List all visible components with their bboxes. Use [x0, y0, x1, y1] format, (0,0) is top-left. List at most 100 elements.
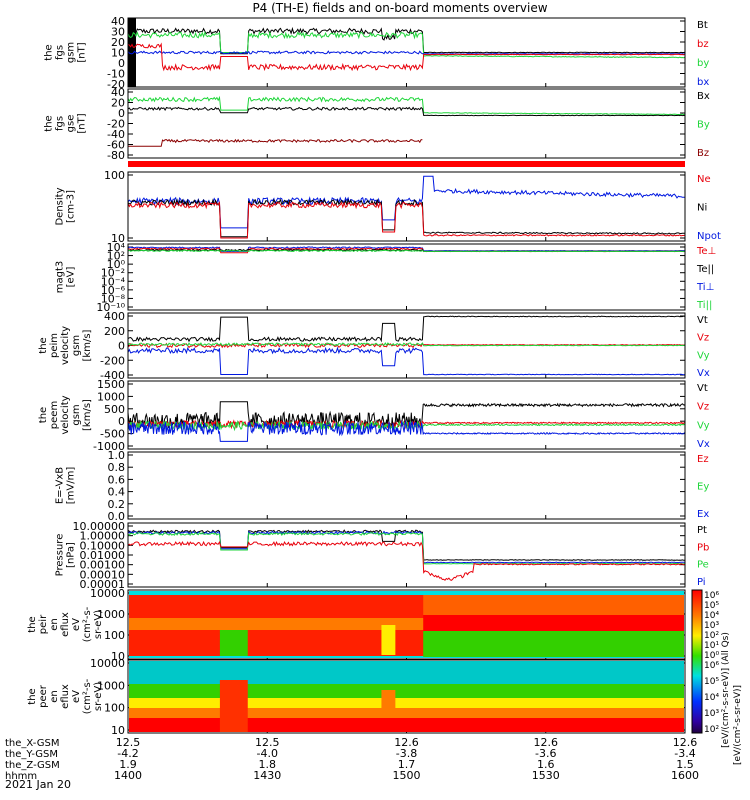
y-axis-label: [km/s]: [82, 399, 93, 431]
y-axis-label: gsm: [71, 404, 82, 425]
legend-Vy: Vy: [697, 350, 710, 361]
y-axis-label: (cm²-s-: [82, 606, 93, 642]
y-tick-label: -500: [100, 428, 125, 441]
colorbar-tick: 10⁰: [704, 651, 719, 661]
legend-Bt: Bt: [697, 20, 708, 31]
colorbar-tick: 10⁶: [704, 591, 719, 601]
y-tick-label: 0.8: [108, 461, 126, 474]
y-tick-label: 10²: [107, 250, 125, 263]
y-axis-label: fgs: [55, 116, 66, 131]
legend-By: By: [697, 120, 710, 131]
y-axis-label: E=-VxB: [55, 467, 66, 504]
y-axis-label: [eV]: [66, 267, 77, 288]
y-tick-label: 0: [118, 340, 125, 353]
y-axis-label: sr-eV): [93, 682, 104, 711]
legend-Vz: Vz: [697, 402, 709, 413]
y-axis-label: eV: [71, 618, 82, 631]
x-tick-label: -3.4: [674, 747, 695, 760]
y-tick-label: 0.10000: [80, 539, 126, 552]
y-tick-label: 1000: [97, 390, 125, 403]
y-axis-label: [km/s]: [82, 329, 93, 361]
colorbar-tick: 10⁵: [704, 677, 719, 687]
y-tick-label: 10: [111, 47, 125, 60]
y-tick-label: -1000: [93, 440, 125, 453]
colorbar-tick: 10²: [704, 725, 719, 735]
legend-Ti⊥: Ti⊥: [696, 282, 714, 293]
x-tick-label: 1.7: [398, 758, 416, 771]
legend-Ti||: Ti||: [696, 300, 712, 311]
x-tick-label: 1.9: [119, 758, 137, 771]
y-axis-label: the: [38, 337, 49, 353]
y-tick-label: 0.00001: [80, 578, 126, 591]
y-tick-label: 500: [104, 403, 125, 416]
y-tick-label: -10: [107, 68, 125, 81]
colorbar-tick: 10⁵: [704, 601, 719, 611]
colorbar-tick: 10⁴: [704, 611, 719, 621]
y-tick-label: 20: [111, 97, 125, 110]
y-tick-label: 100: [104, 629, 125, 642]
colorbar-tick: 10¹: [704, 641, 719, 651]
y-axis-label: gsm: [71, 335, 82, 356]
y-axis-label: Density: [55, 187, 66, 225]
x-tick-label: 1.8: [259, 758, 277, 771]
x-tick-label: -3.6: [535, 747, 556, 760]
y-tick-label: 10⁻⁸: [101, 292, 126, 305]
colorbar-tick: 10²: [704, 631, 719, 641]
y-axis-label: [cm-3]: [66, 190, 77, 223]
legend-Ey: Ey: [697, 482, 709, 493]
x-tick-label: 12.6: [394, 736, 419, 749]
legend-Vt: Vt: [697, 315, 708, 326]
y-axis-label: peir: [38, 614, 49, 634]
y-tick-label: 100: [104, 702, 125, 715]
y-tick-label: 1.0: [108, 449, 126, 462]
x-tick-label: 1600: [671, 769, 699, 782]
y-tick-label: 10: [111, 232, 125, 245]
chart-title: P4 (TH-E) fields and on-board moments ov…: [252, 1, 547, 15]
y-tick-label: 0: [118, 415, 125, 428]
y-axis-label: the: [38, 407, 49, 423]
colorbar-tick: 10³: [704, 621, 719, 631]
x-tick-label: 12.5: [255, 736, 280, 749]
x-tick-label: 12.5: [116, 736, 141, 749]
legend-bz: bz: [697, 39, 709, 50]
panel-efield: 1.00.80.60.40.20.0 E=-VxB [mV/m] Ez Ey Ex: [55, 449, 710, 523]
y-axis-label: gsm: [66, 42, 77, 63]
y-axis-label: sr-eV): [93, 610, 104, 639]
y-tick-label: 20: [111, 36, 125, 49]
x-tick-label: 1530: [532, 769, 560, 782]
y-tick-label: 0: [118, 107, 125, 120]
ephemeris-label: the_Z-GSM: [5, 760, 60, 771]
x-tick-label: -3.8: [396, 747, 417, 760]
y-tick-label: 1.00000: [80, 530, 126, 543]
panel-ion-velocity: 400 200 0-200 -400 the peim velocity gsm [km/s] V…: [38, 310, 710, 382]
y-axis-label: eflux: [60, 684, 71, 709]
colorbar-label: [eV/(cm²-s-sr-eV)] (All Qs): [721, 632, 731, 748]
legend-Pt: Pt: [697, 525, 707, 536]
y-tick-label: 40: [111, 86, 125, 99]
y-tick-label: 10.00000: [73, 520, 126, 533]
y-tick-label: 40: [111, 15, 125, 28]
y-axis-label: eV: [71, 690, 82, 703]
legend-Ne: Ne: [697, 174, 711, 185]
y-axis-label: [mV/m]: [66, 467, 77, 505]
legend-Vz: Vz: [697, 333, 709, 344]
y-tick-label: 10⁻¹⁰: [96, 301, 125, 314]
y-tick-label: 0.6: [108, 473, 126, 486]
x-tick-label: 1400: [114, 769, 142, 782]
y-tick-label: 0.2: [108, 498, 126, 511]
legend-Vt: Vt: [697, 383, 708, 394]
y-tick-label: 100: [104, 169, 125, 182]
legend-Ni: Ni: [697, 203, 707, 214]
y-tick-label: 30: [111, 26, 125, 39]
legend-Vx: Vx: [697, 368, 710, 379]
y-axis-label: the: [44, 44, 55, 60]
x-tick-label: 1.5: [676, 758, 694, 771]
x-tick-label: -4.2: [117, 747, 138, 760]
ephemeris-label: the_X-GSM: [5, 738, 59, 749]
legend-by: by: [697, 58, 709, 69]
y-tick-label: -20: [107, 118, 125, 131]
y-tick-label: 0.01000: [80, 549, 126, 562]
